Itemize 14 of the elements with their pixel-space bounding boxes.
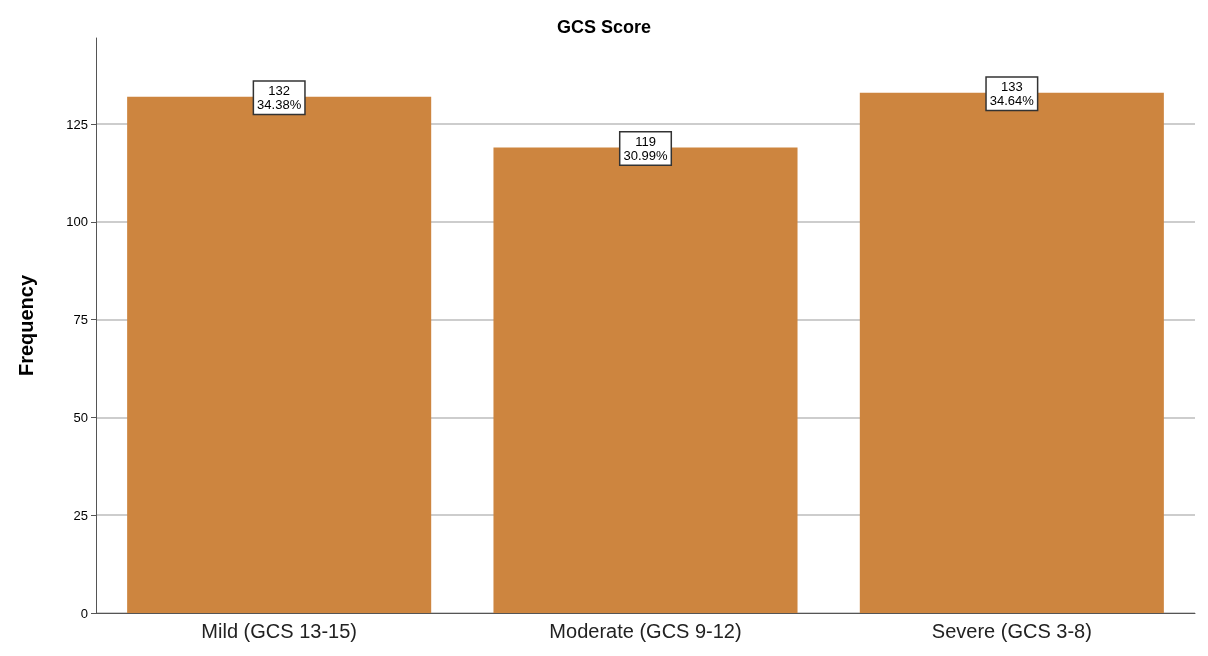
data-label: 133 34.64% (989, 79, 1035, 109)
y-tick-label: 75 (73, 312, 88, 328)
y-tick-label: 125 (66, 116, 88, 132)
y-tick-label: 100 (66, 214, 88, 230)
x-tick-label: Moderate (GCS 9-12) (549, 620, 742, 642)
x-tick-label: Severe (GCS 3-8) (931, 620, 1092, 642)
x-tick-label: Mild (GCS 13-15) (201, 620, 357, 642)
y-tick-label: 0 (80, 605, 88, 621)
y-axis-title: Frequency (15, 274, 37, 377)
chart-title: GCS Score (556, 17, 652, 37)
y-tick-label: 25 (73, 507, 88, 523)
y-tick-label: 50 (73, 409, 88, 425)
data-label: 132 34.38% (257, 83, 302, 113)
data-label: 119 30.99% (623, 134, 668, 164)
